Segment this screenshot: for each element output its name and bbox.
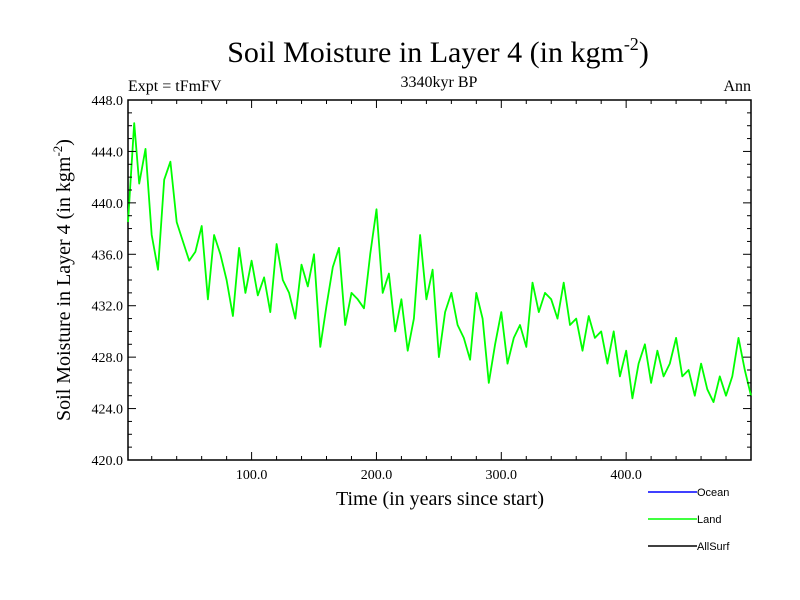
period-label: 3340kyr BP [401,74,478,91]
chart-title: Soil Moisture in Layer 4 (in kgm-2) [227,34,649,69]
x-tick-label: 400.0 [610,468,642,483]
y-tick-label: 428.0 [92,351,124,366]
experiment-label: Expt = tFmFV [128,78,222,95]
land-series-line [127,122,752,404]
legend: Ocean Land AllSurf [648,487,730,553]
x-tick-label: 200.0 [361,468,393,483]
y-tick-label: 432.0 [92,300,124,315]
x-axis-label: Time (in years since start) [336,488,544,510]
y-tick-label: 448.0 [92,94,124,109]
y-tick-label: 424.0 [92,403,124,418]
x-tick-label: 300.0 [486,468,518,483]
legend-entry-land: Land [648,514,721,526]
legend-label-land: Land [697,514,721,526]
y-tick-label: 420.0 [92,454,124,469]
legend-label-allsurf: AllSurf [697,541,730,553]
x-axis-ticks: 100.0 200.0 300.0 400.0 [151,100,727,483]
y-axis-label: Soil Moisture in Layer 4 (in kgm-2) [50,139,75,421]
y-axis-ticks: 420.0 424.0 428.0 432.0 436.0 440.0 444.0 448.0 [92,94,751,469]
y-tick-label: 444.0 [92,145,124,160]
y-tick-label: 440.0 [92,197,124,212]
season-label: Ann [723,78,751,95]
legend-entry-allsurf: AllSurf [648,541,730,553]
y-tick-label: 436.0 [92,248,124,263]
x-tick-label: 100.0 [236,468,268,483]
legend-label-ocean: Ocean [697,487,729,499]
legend-entry-ocean: Ocean [648,487,729,499]
